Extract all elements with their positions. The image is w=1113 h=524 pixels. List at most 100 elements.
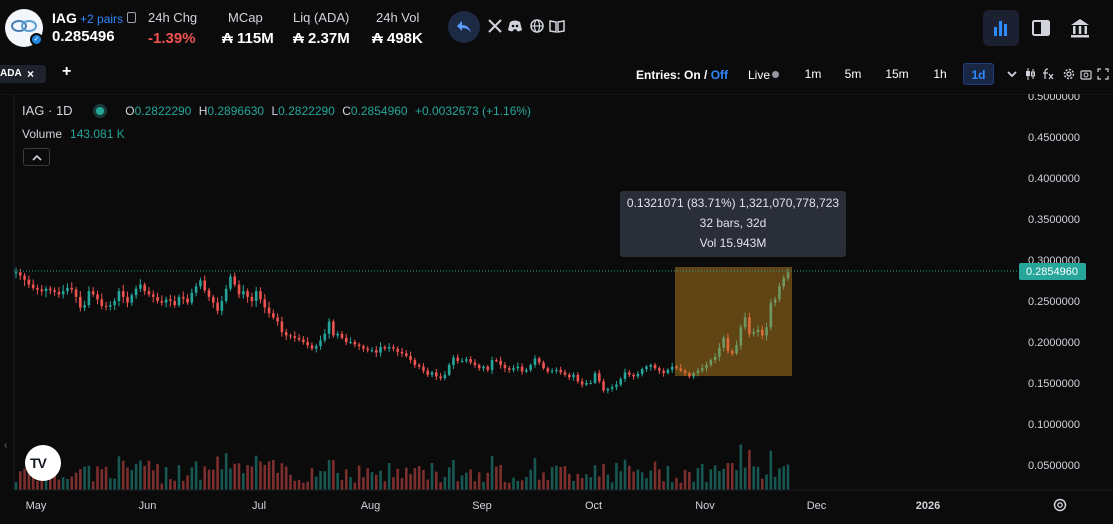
- volume-bar: [760, 478, 764, 490]
- live-toggle[interactable]: Live: [748, 68, 771, 82]
- candle-body: [696, 370, 700, 374]
- candle-body: [233, 276, 237, 285]
- volume-bar: [615, 462, 618, 490]
- volume-bar: [537, 479, 541, 490]
- candle-body: [542, 362, 545, 369]
- candle-body: [370, 350, 374, 352]
- candle-body: [336, 333, 339, 336]
- measure-tooltip: [620, 191, 846, 257]
- volume-bar: [357, 465, 361, 490]
- candle-body: [160, 301, 164, 303]
- candle-body: [413, 360, 417, 365]
- volume-bar: [374, 474, 378, 490]
- volume-bar: [653, 461, 657, 490]
- chart-view-button[interactable]: [983, 10, 1019, 46]
- volume-bar: [696, 468, 700, 490]
- volume-bar: [139, 460, 142, 490]
- timeframe-1d[interactable]: 1d: [963, 63, 994, 85]
- candle-body: [722, 337, 725, 348]
- volume-bar: [207, 469, 211, 490]
- candle-body: [44, 288, 48, 292]
- time-axis-label: Aug: [361, 500, 381, 512]
- bank-button[interactable]: [1062, 10, 1098, 46]
- volume-bar: [199, 479, 202, 490]
- x-twitter-icon[interactable]: [487, 18, 503, 34]
- volume-bar: [344, 469, 348, 490]
- candle-body: [632, 374, 635, 377]
- candle-body: [447, 364, 451, 375]
- volume-bar: [40, 480, 44, 490]
- volume-bar: [555, 465, 558, 490]
- tradingview-logo[interactable]: TV: [25, 445, 61, 481]
- fullscreen-icon[interactable]: [1097, 68, 1109, 80]
- candle-body: [765, 327, 768, 336]
- candle-body: [649, 364, 653, 367]
- open-key: O: [125, 104, 135, 118]
- docs-book-icon[interactable]: [549, 18, 565, 34]
- candle-body: [259, 291, 262, 300]
- candle-body: [585, 383, 588, 385]
- add-tab-button[interactable]: +: [62, 63, 72, 80]
- volume-bar: [53, 472, 56, 490]
- volume-bar: [340, 480, 344, 490]
- volume-bar: [503, 481, 507, 490]
- volume-bar: [396, 468, 399, 490]
- layout-panel-button[interactable]: [1023, 10, 1059, 46]
- candle-body: [70, 287, 74, 290]
- candle-body: [405, 353, 408, 356]
- candle-body: [735, 345, 738, 354]
- price-axis[interactable]: 0.50000000.45000000.40000000.35000000.30…: [1028, 94, 1080, 472]
- volume-bar: [353, 482, 357, 490]
- candle-body: [212, 296, 215, 303]
- pairs-link[interactable]: +2 pairs: [80, 12, 124, 26]
- price-axis-label: 0.2500000: [1028, 296, 1080, 308]
- volume-bar: [679, 482, 683, 490]
- tab-close-button[interactable]: ×: [27, 67, 35, 81]
- candle-body: [456, 357, 460, 361]
- current-price-tag-text: 0.2854960: [1026, 266, 1078, 278]
- entries-on-label[interactable]: Entries: On /: [636, 68, 708, 82]
- volume-bar: [602, 464, 605, 490]
- timeframe-5m[interactable]: 5m: [844, 67, 862, 81]
- volume-bar: [310, 467, 314, 490]
- candle-body: [477, 364, 481, 369]
- candle-body: [435, 372, 438, 377]
- volume-bar: [143, 465, 146, 490]
- globe-icon[interactable]: [529, 18, 545, 34]
- timeframe-1h[interactable]: 1h: [933, 67, 947, 81]
- settings-gear-icon[interactable]: [1062, 67, 1076, 81]
- candle-body: [224, 288, 228, 301]
- volume-bar: [156, 464, 159, 490]
- indicators-fx-icon[interactable]: [1042, 68, 1054, 80]
- time-axis[interactable]: May Jun Jul Aug Sep Oct Nov Dec 2026: [26, 500, 941, 512]
- chevron-down-icon[interactable]: [1006, 68, 1018, 80]
- entries-off-label[interactable]: Off: [710, 68, 729, 82]
- candle-body: [623, 372, 627, 379]
- volume-bar: [623, 459, 627, 490]
- entries-toggle[interactable]: Entries: On / Off: [636, 68, 728, 82]
- stat-label: Liq (ADA): [293, 10, 350, 25]
- discord-icon[interactable]: [507, 18, 523, 34]
- camera-screenshot-icon[interactable]: [1080, 68, 1092, 80]
- collapse-legend-button[interactable]: [23, 148, 50, 166]
- candle-body: [147, 291, 151, 295]
- tab-ada[interactable]: ADA ×: [0, 65, 46, 83]
- candle-type-icon[interactable]: [1024, 68, 1036, 80]
- scroll-left-icon[interactable]: ‹: [4, 440, 8, 451]
- volume-bar: [19, 471, 22, 490]
- volume-bar: [580, 477, 584, 490]
- copy-icon[interactable]: [127, 12, 136, 23]
- volume-bar: [224, 453, 228, 490]
- candle-body: [782, 278, 785, 287]
- volume-bar: [546, 480, 550, 490]
- volume-bar: [563, 466, 567, 490]
- share-button[interactable]: [448, 11, 480, 43]
- price-chart[interactable]: 0.1321071 (83.71%) 1,321,070,778,723 32 …: [0, 94, 1113, 524]
- axis-settings-icon[interactable]: [1052, 497, 1068, 513]
- candle-body: [169, 299, 172, 301]
- volume-bar: [469, 469, 472, 490]
- volume-bar: [405, 467, 408, 490]
- price-axis-label: 0.1500000: [1028, 378, 1080, 390]
- timeframe-1m[interactable]: 1m: [804, 67, 822, 81]
- timeframe-15m[interactable]: 15m: [885, 67, 909, 81]
